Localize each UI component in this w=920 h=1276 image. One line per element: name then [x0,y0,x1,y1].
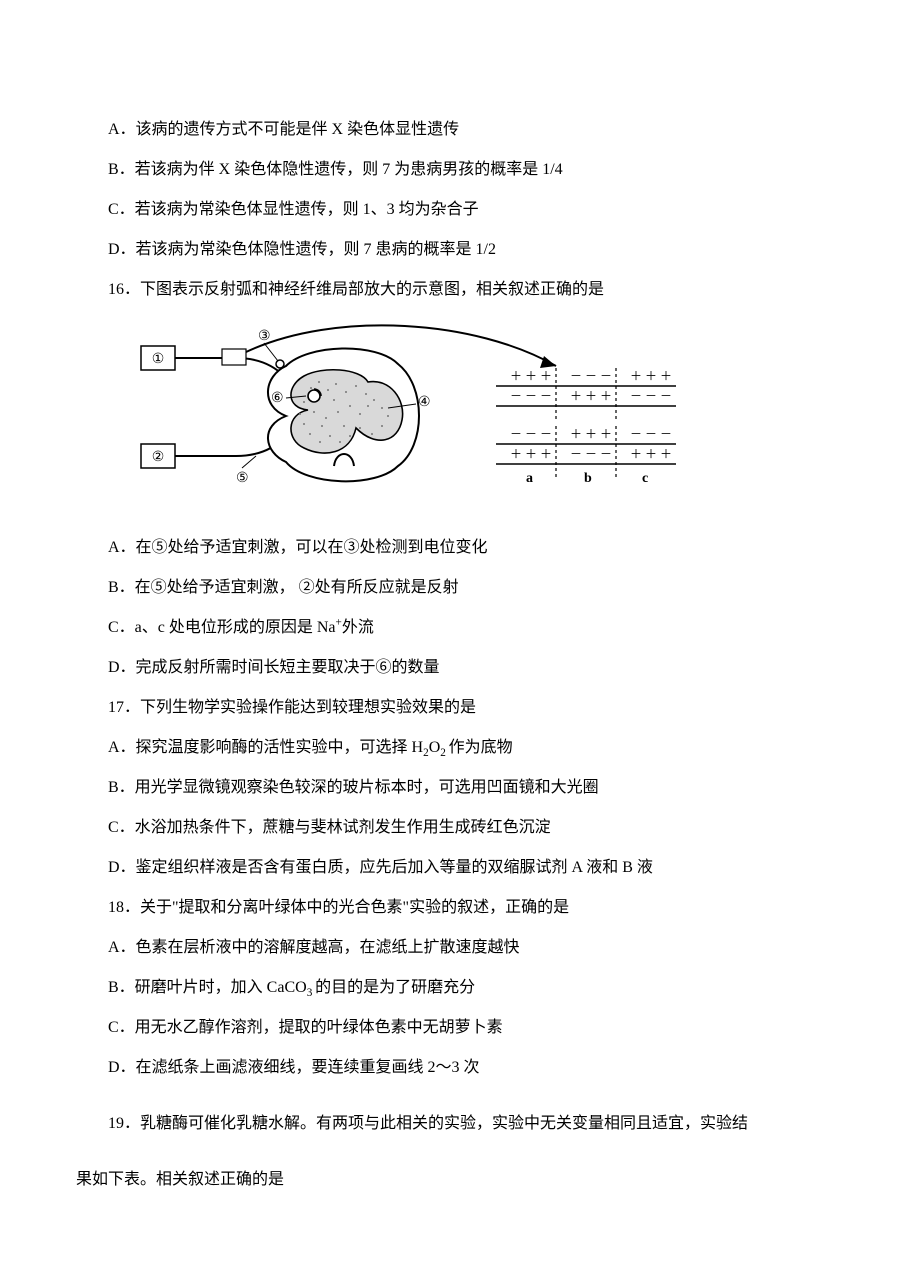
option-18d: D．在滤纸条上画滤液细线，要连续重复画线 2～3 次 [76,1048,844,1088]
svg-text:a: a [526,471,533,486]
option-15b: B．若该病为伴 X 染色体隐性遗传，则 7 为患病男孩的概率是 1/4 [76,150,844,190]
svg-text:－ － －: － － － [510,389,552,403]
question-19-line2: 果如下表。相关叙述正确的是 [76,1160,844,1200]
svg-text:①: ① [152,352,165,367]
svg-text:b: b [584,471,592,486]
svg-text:⑥: ⑥ [271,391,284,406]
option-16a: A．在⑤处给予适宜刺激，可以在③处检测到电位变化 [76,528,844,568]
question-18: 18．关于"提取和分离叶绿体中的光合色素"实验的叙述，正确的是 [76,888,844,928]
svg-text:②: ② [152,450,165,465]
question-16: 16．下图表示反射弧和神经纤维局部放大的示意图，相关叙述正确的是 [76,270,844,310]
svg-text:⑤: ⑤ [236,471,249,486]
svg-text:＋ ＋ ＋: ＋ ＋ ＋ [510,447,552,461]
svg-text:＋ ＋ ＋: ＋ ＋ ＋ [570,427,612,441]
option-15c: C．若该病为常染色体显性遗传，则 1、3 均为杂合子 [76,190,844,230]
svg-text:c: c [642,471,648,486]
option-17b: B．用光学显微镜观察染色较深的玻片标本时，可选用凹面镜和大光圈 [76,768,844,808]
option-17c: C．水浴加热条件下，蔗糖与斐林试剂发生作用生成砖红色沉淀 [76,808,844,848]
svg-text:＋ ＋ ＋: ＋ ＋ ＋ [570,389,612,403]
option-15d: D．若该病为常染色体隐性遗传，则 7 患病的概率是 1/2 [76,230,844,270]
svg-text:④: ④ [418,395,431,410]
option-17a: A．探究温度影响酶的活性实验中，可选择 H2O2 作为底物 [76,728,844,768]
svg-text:＋ ＋ ＋: ＋ ＋ ＋ [630,369,672,383]
svg-text:＋ ＋ ＋: ＋ ＋ ＋ [630,447,672,461]
option-18a: A．色素在层析液中的溶解度越高，在滤纸上扩散速度越快 [76,928,844,968]
question-19-line1: 19．乳糖酶可催化乳糖水解。有两项与此相关的实验，实验中无关变量相同且适宜，实验… [76,1104,844,1144]
svg-text:－ － －: － － － [630,427,672,441]
option-16c: C．a、c 处电位形成的原因是 Na+外流 [76,608,844,648]
svg-text:－ － －: － － － [570,447,612,461]
option-18c: C．用无水乙醇作溶剂，提取的叶绿体色素中无胡萝卜素 [76,1008,844,1048]
diagram-reflex-arc: ① ② ③ ⑤ [136,316,844,522]
svg-text:－ － －: － － － [510,427,552,441]
svg-text:－ － －: － － － [630,389,672,403]
option-16c-pre: C．a、c 处电位形成的原因是 Na [108,619,336,636]
svg-text:＋ ＋ ＋: ＋ ＋ ＋ [510,369,552,383]
option-18b: B．研磨叶片时，加入 CaCO3 的目的是为了研磨充分 [76,968,844,1008]
option-16d: D．完成反射所需时间长短主要取决于⑥的数量 [76,648,844,688]
svg-text:③: ③ [258,329,271,344]
option-17a-post: 作为底物 [449,739,513,756]
svg-text:－ － －: － － － [570,369,612,383]
option-16b: B．在⑤处给予适宜刺激， ②处有所反应就是反射 [76,568,844,608]
option-17a-pre: A．探究温度影响酶的活性实验中，可选择 H [108,739,423,756]
option-18b-pre: B．研磨叶片时，加入 CaCO [108,979,307,996]
option-18b-post: 的目的是为了研磨充分 [315,979,475,996]
option-16c-post: 外流 [342,619,374,636]
question-17: 17．下列生物学实验操作能达到较理想实验效果的是 [76,688,844,728]
option-17d: D．鉴定组织样液是否含有蛋白质，应先后加入等量的双缩脲试剂 A 液和 B 液 [76,848,844,888]
option-15a: A．该病的遗传方式不可能是伴 X 染色体显性遗传 [76,110,844,150]
